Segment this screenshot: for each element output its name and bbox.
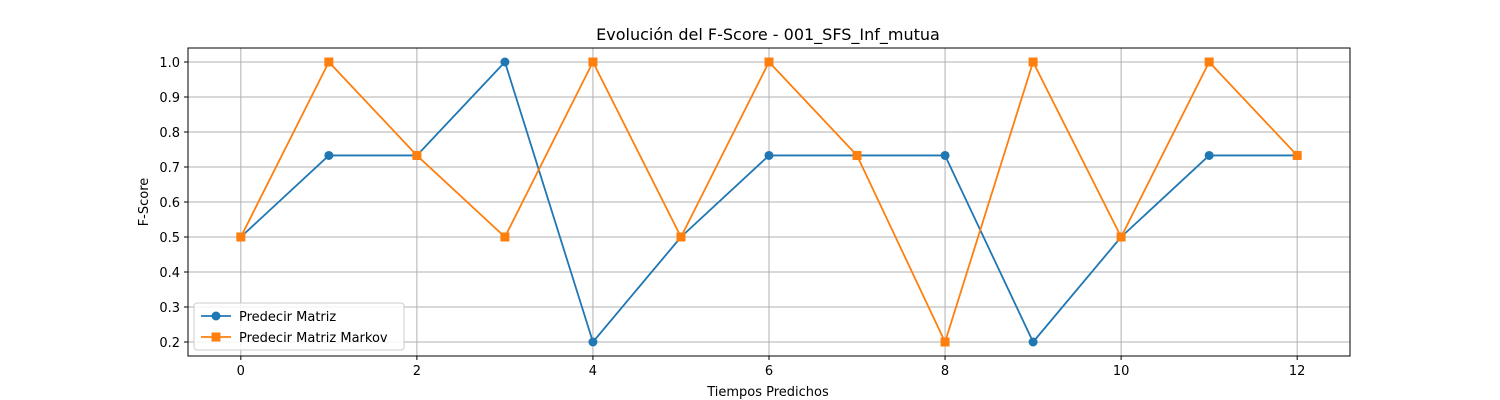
legend-label: Predecir Matriz Markov [239, 331, 388, 346]
y-tick-label: 0.5 [159, 231, 180, 246]
x-tick-label: 4 [589, 364, 597, 379]
data-point-marker [412, 150, 422, 160]
x-axis-label: Tiempos Predichos [706, 385, 829, 400]
legend-label: Predecir Matriz [239, 310, 336, 325]
data-point-marker [236, 232, 246, 242]
y-tick-label: 0.9 [159, 91, 180, 106]
data-point-marker [324, 150, 334, 160]
data-point-marker [1292, 150, 1302, 160]
x-axis-ticks: 0 2 4 6 8 10 12 [237, 356, 1306, 379]
data-point-marker [1204, 150, 1214, 160]
data-point-marker [500, 57, 510, 67]
x-tick-label: 0 [237, 364, 245, 379]
y-tick-label: 0.4 [159, 266, 180, 281]
data-point-marker [764, 57, 774, 67]
series-group [236, 57, 1302, 347]
y-axis-label: F-Score [137, 178, 152, 227]
y-tick-label: 0.7 [159, 161, 180, 176]
data-point-marker [1028, 57, 1038, 67]
y-tick-label: 0.8 [159, 126, 180, 141]
y-tick-label: 0.6 [159, 196, 180, 211]
data-point-marker [1116, 232, 1126, 242]
y-tick-label: 0.2 [159, 336, 180, 351]
legend: Predecir Matriz Predecir Matriz Markov [193, 302, 405, 351]
x-tick-label: 10 [1113, 364, 1130, 379]
y-axis-ticks: 0.2 0.3 0.4 0.5 0.6 0.7 0.8 0.9 1.0 [159, 56, 188, 351]
data-point-marker [940, 150, 950, 160]
data-point-marker [1028, 337, 1038, 347]
x-tick-label: 6 [765, 364, 773, 379]
data-point-marker [676, 232, 686, 242]
data-point-marker [940, 337, 950, 347]
legend-marker [211, 332, 221, 342]
series-2 [236, 57, 1302, 347]
data-point-marker [852, 150, 862, 160]
chart-title: Evolución del F-Score - 001_SFS_Inf_mutu… [596, 25, 940, 45]
legend-box [193, 302, 405, 351]
y-tick-label: 0.3 [159, 301, 180, 316]
data-point-marker [500, 232, 510, 242]
legend-marker [211, 311, 221, 321]
x-tick-label: 12 [1289, 364, 1306, 379]
data-point-marker [324, 57, 334, 67]
data-point-marker [764, 150, 774, 160]
data-point-marker [588, 337, 598, 347]
x-tick-label: 8 [941, 364, 949, 379]
data-point-marker [588, 57, 598, 67]
x-tick-label: 2 [413, 364, 421, 379]
data-point-marker [1204, 57, 1214, 67]
y-tick-label: 1.0 [159, 56, 180, 71]
